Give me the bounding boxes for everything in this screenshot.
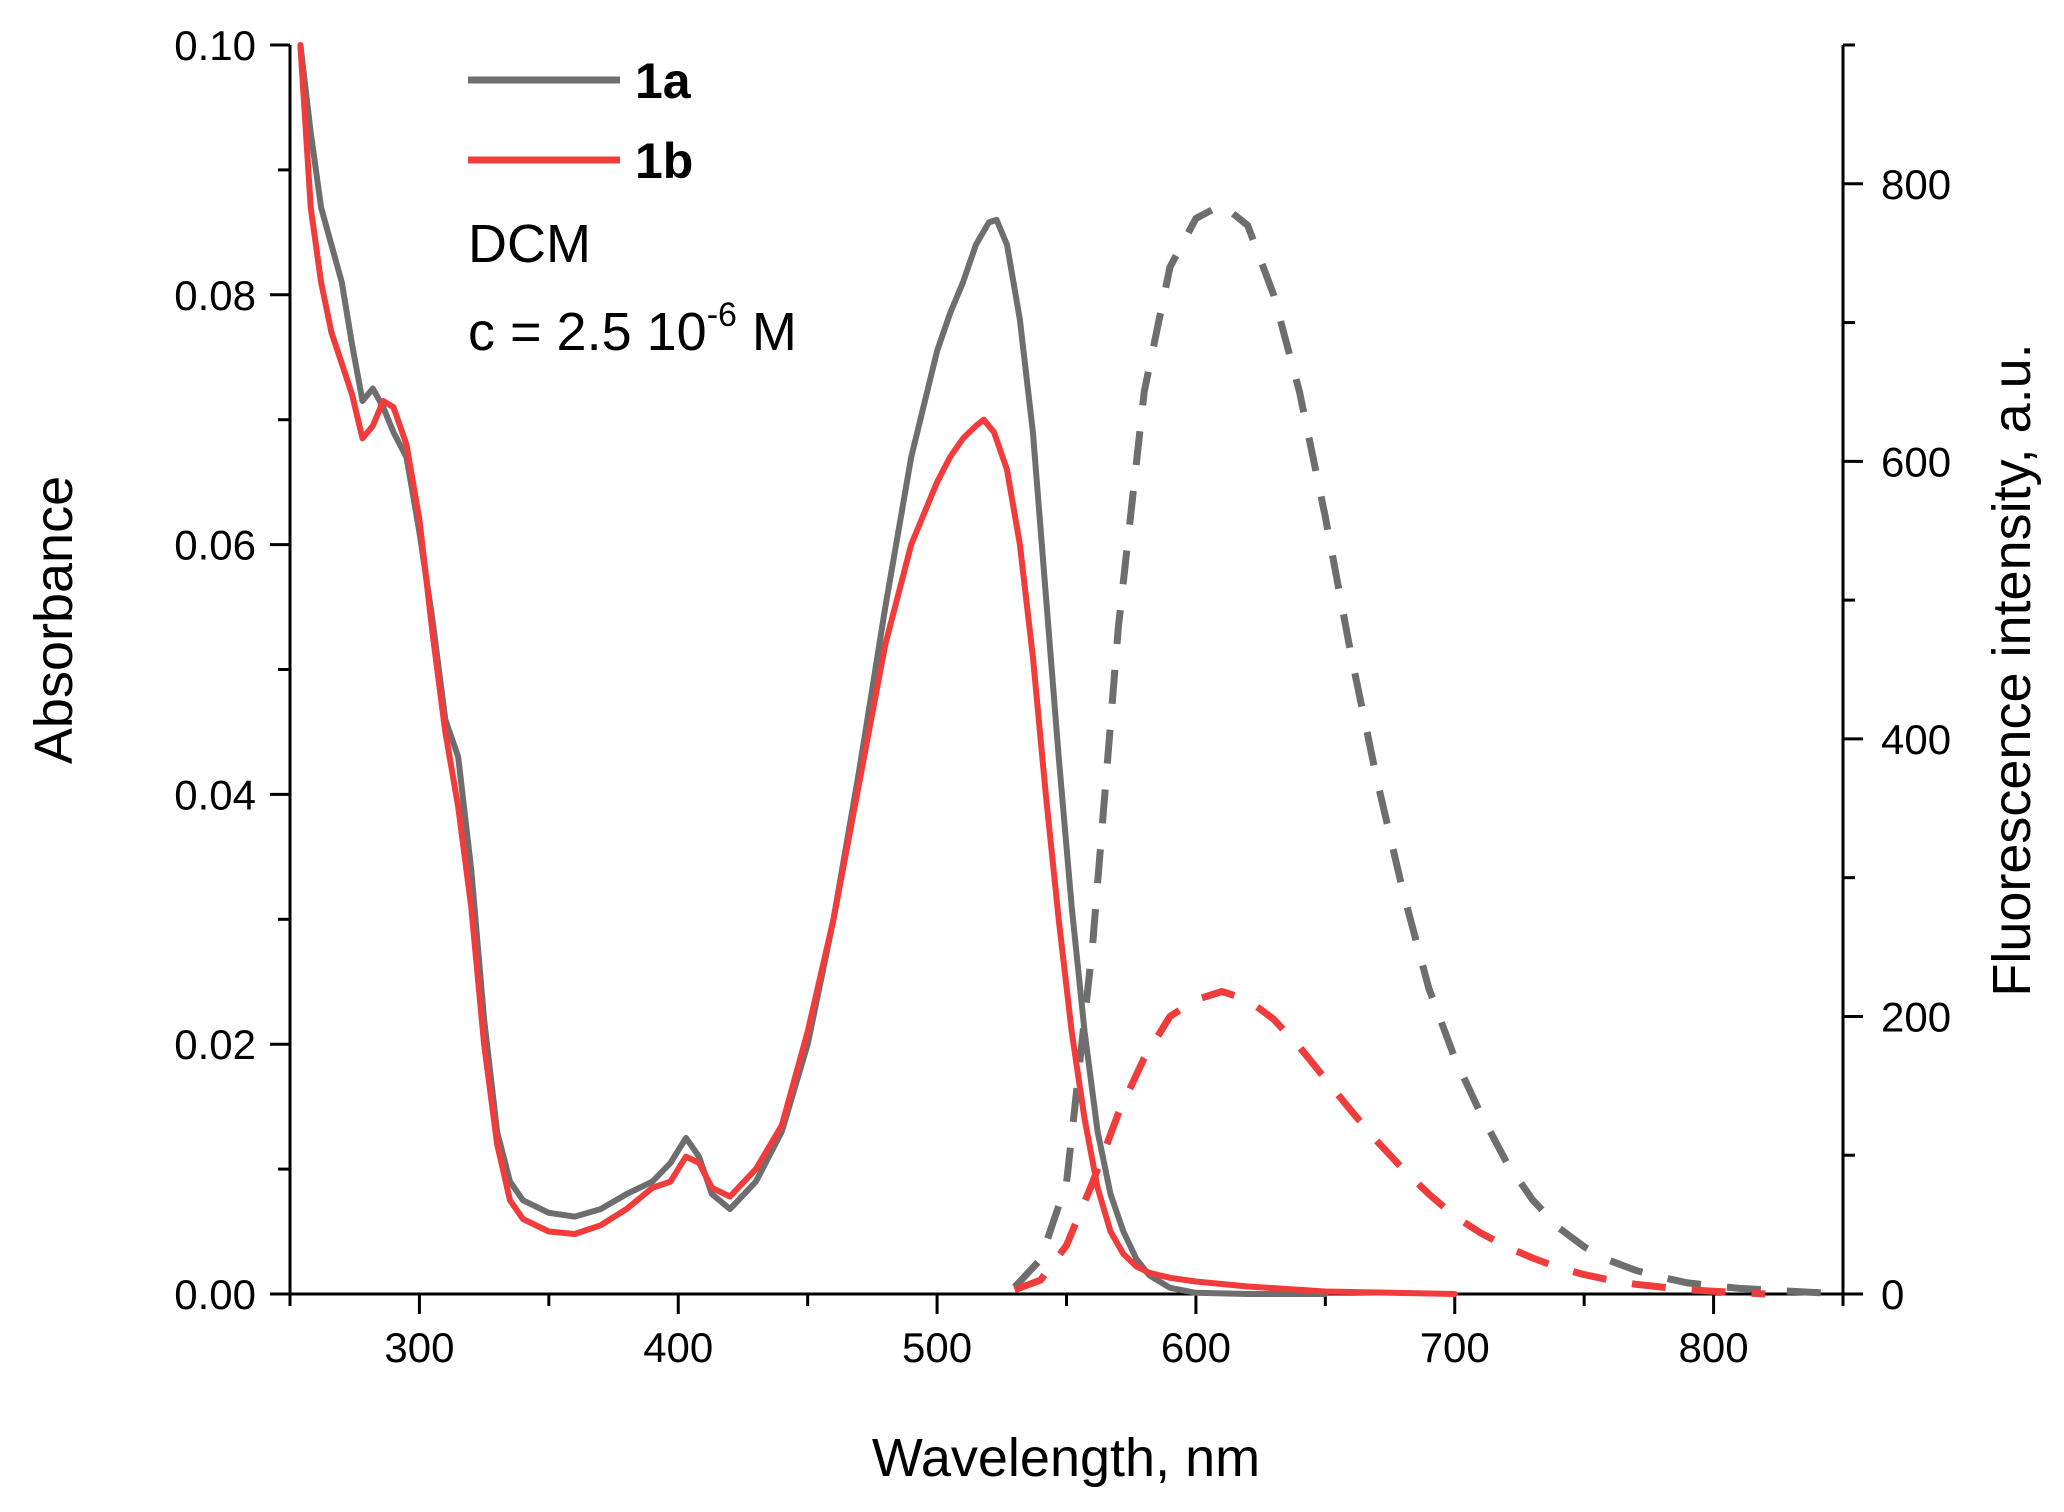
series-1b-fluorescence xyxy=(1013,988,1766,1298)
x-axis-title: Wavelength, nm xyxy=(872,1428,1260,1488)
series-1a-fluorescence xyxy=(1012,201,1844,1298)
x-tick-label: 700 xyxy=(1420,1324,1490,1371)
annotation-solvent: DCM xyxy=(468,214,591,274)
left-y-tick-label: 0.02 xyxy=(174,1021,256,1068)
right-y-axis-title: Fluorescence intensity, a.u. xyxy=(1982,343,2042,996)
tick-labels-group: 300 400 500 600 700 800 0.00 0.02 0.04 0.06 0.08 0.… xyxy=(174,22,1951,1371)
left-y-tick-label: 0.04 xyxy=(174,771,256,818)
legend-label-1b: 1b xyxy=(635,133,693,189)
annotation-concentration: c = 2.5 10-6 M xyxy=(468,296,797,362)
x-tick-label: 400 xyxy=(643,1324,713,1371)
series-1a-absorbance xyxy=(297,42,1329,1297)
left-y-tick-label: 0.10 xyxy=(174,22,256,69)
left-y-tick-label: 0.06 xyxy=(174,522,256,569)
right-y-tick-label: 800 xyxy=(1881,161,1951,208)
legend: 1a 1b xyxy=(468,53,693,189)
right-y-tick-label: 400 xyxy=(1881,716,1951,763)
annotation-conc-exponent: -6 xyxy=(707,296,737,334)
right-y-tick-label: 0 xyxy=(1881,1271,1904,1318)
left-y-tick-label: 0.00 xyxy=(174,1271,256,1318)
x-tick-label: 800 xyxy=(1679,1324,1749,1371)
left-y-tick-label: 0.08 xyxy=(174,272,256,319)
annotation-conc-suffix: M xyxy=(737,302,797,362)
x-tick-label: 600 xyxy=(1161,1324,1231,1371)
annotation-conc-prefix: c = 2.5 10 xyxy=(468,302,707,362)
x-tick-label: 500 xyxy=(902,1324,972,1371)
x-tick-label: 300 xyxy=(384,1324,454,1371)
series-1b-absorbance xyxy=(297,42,1458,1297)
legend-label-1a: 1a xyxy=(635,53,692,109)
right-y-tick-label: 200 xyxy=(1881,993,1951,1040)
series-group xyxy=(297,42,1844,1298)
left-y-axis-title: Absorbance xyxy=(24,476,84,764)
right-y-tick-label: 600 xyxy=(1881,438,1951,485)
